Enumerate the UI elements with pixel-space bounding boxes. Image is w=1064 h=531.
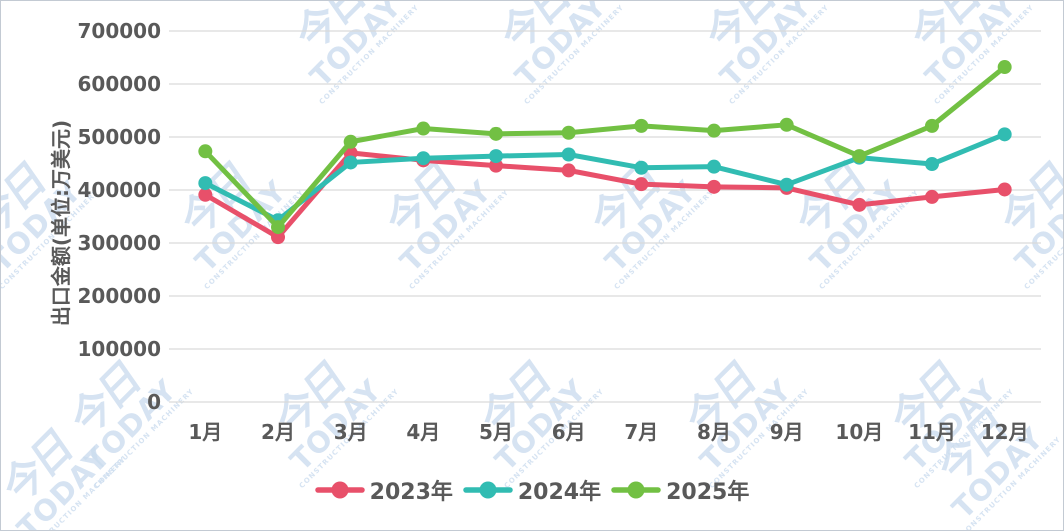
legend-item-2023年: 2023年 — [314, 474, 453, 506]
data-point — [634, 160, 649, 175]
data-point — [561, 163, 576, 178]
data-point — [997, 182, 1012, 197]
data-point — [707, 159, 721, 174]
data-point — [343, 155, 358, 170]
data-point — [779, 117, 794, 132]
y-tick-label: 100000 — [77, 337, 162, 361]
x-tick-label: 6月 — [551, 420, 586, 444]
series-line-2023年 — [202, 150, 1008, 240]
data-point — [634, 118, 649, 133]
data-point — [925, 189, 939, 204]
data-point — [852, 149, 867, 164]
data-point — [707, 123, 721, 138]
x-tick-label: 11月 — [908, 420, 956, 444]
y-tick-label: 700000 — [77, 19, 162, 43]
series-line-2024年 — [202, 131, 1008, 223]
legend-label: 2024年 — [517, 480, 602, 505]
data-point — [925, 118, 939, 133]
x-tick-label: 1月 — [188, 420, 223, 444]
x-tick-label: 7月 — [624, 420, 659, 444]
y-tick-label: 300000 — [77, 231, 162, 255]
legend-marker-icon — [314, 481, 365, 499]
data-point — [852, 197, 867, 212]
y-tick-label: 500000 — [77, 125, 162, 149]
data-point — [343, 134, 358, 149]
x-tick-label: 10月 — [835, 420, 884, 444]
data-point — [561, 147, 576, 162]
x-tick-label: 2月 — [261, 420, 295, 444]
x-tick-label: 12月 — [980, 420, 1029, 444]
data-point — [561, 125, 576, 140]
data-point — [198, 187, 213, 202]
data-point — [707, 179, 721, 194]
legend-item-2024年: 2024年 — [463, 474, 601, 506]
data-point — [416, 121, 431, 136]
data-point — [489, 126, 503, 141]
legend-label: 2023年 — [369, 480, 453, 505]
x-tick-label: 5月 — [479, 420, 513, 444]
legend: 2023年 2024年 2025年 — [1, 472, 1063, 508]
y-tick-label: 200000 — [77, 284, 162, 308]
x-tick-label: 4月 — [406, 420, 441, 444]
x-tick-label: 3月 — [333, 420, 368, 444]
legend-marker-icon — [611, 481, 661, 499]
data-point — [198, 176, 213, 191]
data-point — [634, 177, 649, 192]
y-tick-label: 600000 — [77, 72, 162, 96]
data-point — [271, 220, 285, 235]
x-tick-label: 9月 — [769, 420, 804, 444]
legend-item-2025年: 2025年 — [611, 474, 749, 506]
data-point — [997, 127, 1012, 142]
y-tick-label: 0 — [147, 390, 161, 414]
y-tick-label: 400000 — [77, 178, 162, 202]
data-point — [779, 177, 794, 192]
data-point — [271, 230, 285, 245]
x-tick-label: 8月 — [697, 420, 731, 444]
legend-marker-icon — [463, 481, 513, 499]
data-point — [198, 144, 213, 159]
data-point — [416, 151, 431, 166]
series-line-2025年 — [202, 64, 1008, 230]
legend-label: 2025年 — [666, 480, 750, 505]
data-point — [997, 60, 1012, 75]
data-point — [489, 149, 503, 164]
data-point — [925, 157, 939, 172]
